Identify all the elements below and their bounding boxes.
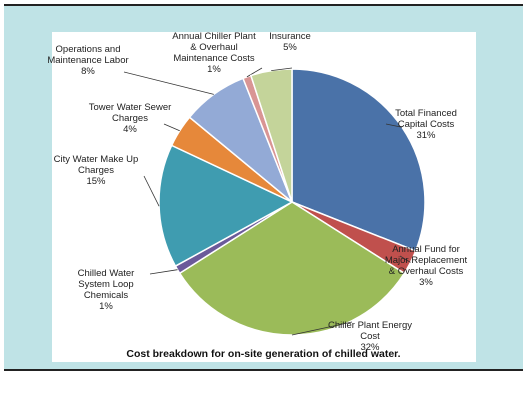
leader-line <box>163 123 180 132</box>
pie-slice <box>178 201 406 336</box>
slice-label: Chiller Plant Energy Cost 32% <box>328 320 412 353</box>
figure-caption: Cost breakdown for on-site generation of… <box>126 348 401 360</box>
slice-label: Tower Water Sewer Charges 4% <box>89 102 172 135</box>
leader-line <box>143 175 160 207</box>
leader-line <box>246 67 263 78</box>
slice-label: Operations and Maintenance Labor 8% <box>47 44 128 77</box>
slice-label: City Water Make Up Charges 15% <box>54 154 139 187</box>
slice-label: Total Financed Capital Costs 31% <box>395 108 457 141</box>
leader-line <box>385 123 403 128</box>
pie-chart: Total Financed Capital Costs 31% Annual Fun… <box>47 31 468 353</box>
slice-label: Annual Fund for Major Replacement & Overha… <box>385 244 468 288</box>
chart-panel: Total Financed Capital Costs 31% Annual Fun… <box>47 31 476 362</box>
leader-line <box>399 255 411 263</box>
leader-line <box>149 269 178 275</box>
leader-line <box>271 67 293 72</box>
leader-line <box>123 71 214 95</box>
leader-line <box>291 321 353 336</box>
slice-label: Insurance 5% <box>269 31 311 53</box>
figure-frame: Total Financed Capital Costs 31% Annual Fun… <box>4 4 523 371</box>
slice-label: Annual Chiller Plant & Overhaul Maintenanc… <box>172 31 256 75</box>
slice-label: Chilled Water System Loop Chemicals 1% <box>78 268 135 312</box>
